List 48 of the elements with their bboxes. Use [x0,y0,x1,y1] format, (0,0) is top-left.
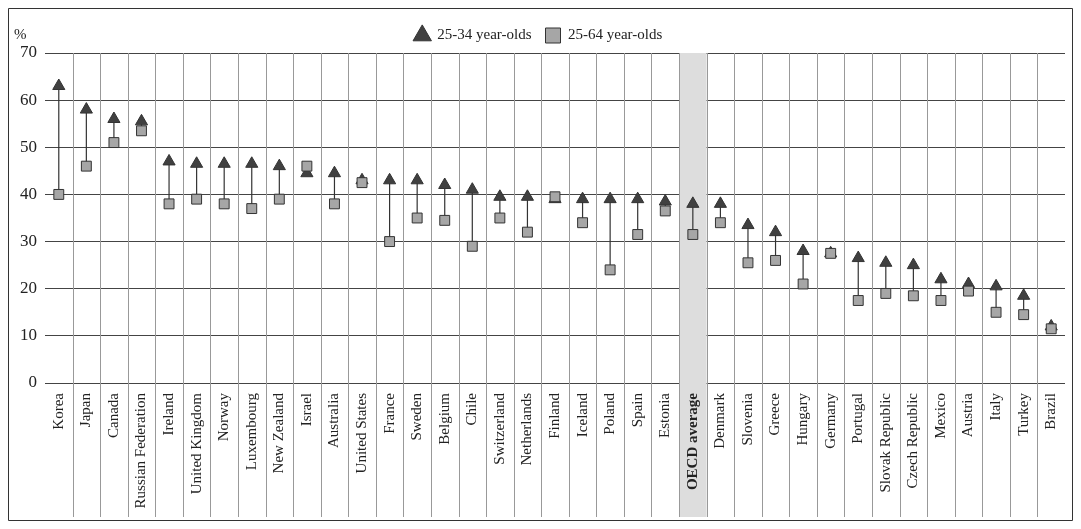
y-tick-label: 20 [20,278,37,298]
x-tick-label: France [380,392,397,434]
x-tick-label: Belgium [435,392,452,445]
x-tick-label: Luxembourg [242,392,259,471]
legend-label: 25-64 year-olds [568,26,663,43]
x-tick-label: Hungary [794,392,811,446]
y-tick-label: 0 [28,372,37,392]
x-tick-label: Brazil [1042,393,1059,430]
y-tick-label: 10 [20,325,37,345]
x-tick-label: Germany [821,392,838,449]
x-tick-label: Slovenia [738,392,755,446]
x-tick-label: Estonia [656,392,673,438]
x-tick-label: Poland [601,392,618,435]
x-tick-label: Japan [77,392,94,428]
x-tick-label: Switzerland [490,392,507,465]
x-tick-label: Austria [959,392,976,438]
x-tick-label: Mexico [931,393,948,439]
x-tick-label: Ireland [159,392,176,436]
x-tick-label: Greece [766,392,783,436]
x-tick-label: Australia [325,392,342,448]
x-tick-label: Russian Federation [132,392,149,509]
x-tick-label: New Zealand [270,392,287,474]
x-tick-label: Spain [628,392,645,428]
x-tick-label: OECD average [683,392,700,491]
x-tick-label: Korea [49,392,66,430]
y-axis-title: % [14,26,27,43]
x-tick-label: Israel [297,393,314,427]
x-tick-label: United Kingdom [187,392,204,495]
x-tick-label: Slovak Republic [876,392,893,493]
x-tick-label: Sweden [408,392,425,441]
y-tick-label: 40 [20,183,37,203]
x-tick-label: Canada [104,392,121,438]
y-tick-label: 30 [20,231,37,251]
x-tick-label: Iceland [573,392,590,438]
legend-label: 25-34 year-olds [437,26,532,43]
x-tick-label: Turkey [1014,392,1031,436]
x-tick-label: Czech Republic [904,392,921,489]
x-tick-label: United States [352,392,369,474]
x-tick-label: Netherlands [518,392,535,466]
x-tick-label: Chile [463,392,480,426]
x-tick-label: Finland [545,392,562,439]
x-tick-label: Denmark [711,392,728,449]
y-tick-label: 50 [20,136,37,156]
y-tick-label: 70 [20,42,37,62]
x-tick-label: Norway [215,392,232,442]
x-tick-label: Italy [987,392,1004,421]
y-tick-label: 60 [20,89,37,109]
x-tick-label: Portugal [849,393,866,444]
